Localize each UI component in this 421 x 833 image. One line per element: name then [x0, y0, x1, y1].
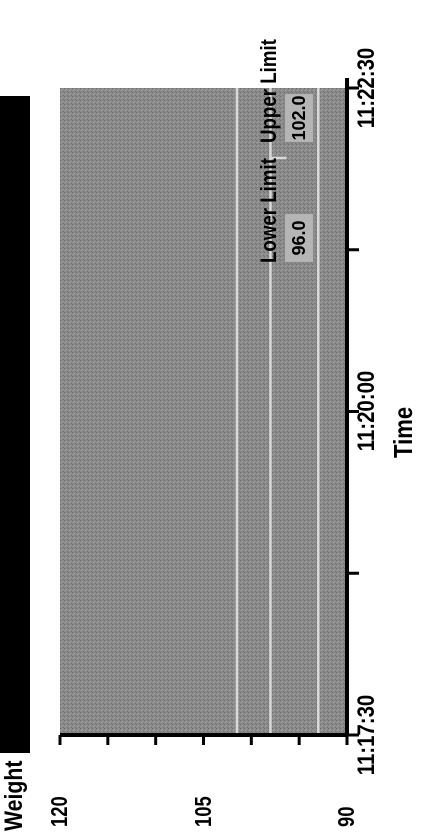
x-tick-label: 11:17:30 [353, 694, 380, 776]
x-tick-label: 11:20:00 [353, 371, 380, 452]
x-axis-label: Time [388, 406, 418, 458]
x-tick-label: 11:22:30 [353, 47, 380, 129]
lower-limit-label: Lower Limit [256, 158, 281, 263]
y-tick-label: 120 [46, 796, 72, 827]
upper-limit-label: Upper Limit [256, 39, 281, 143]
upper-limit-field[interactable]: 102.0 [284, 93, 314, 143]
plot-area [60, 88, 347, 735]
y-tick-label: 105 [189, 796, 216, 827]
lower-limit-field[interactable]: 96.0 [284, 213, 314, 263]
y-tick-label: 90 [333, 806, 359, 827]
